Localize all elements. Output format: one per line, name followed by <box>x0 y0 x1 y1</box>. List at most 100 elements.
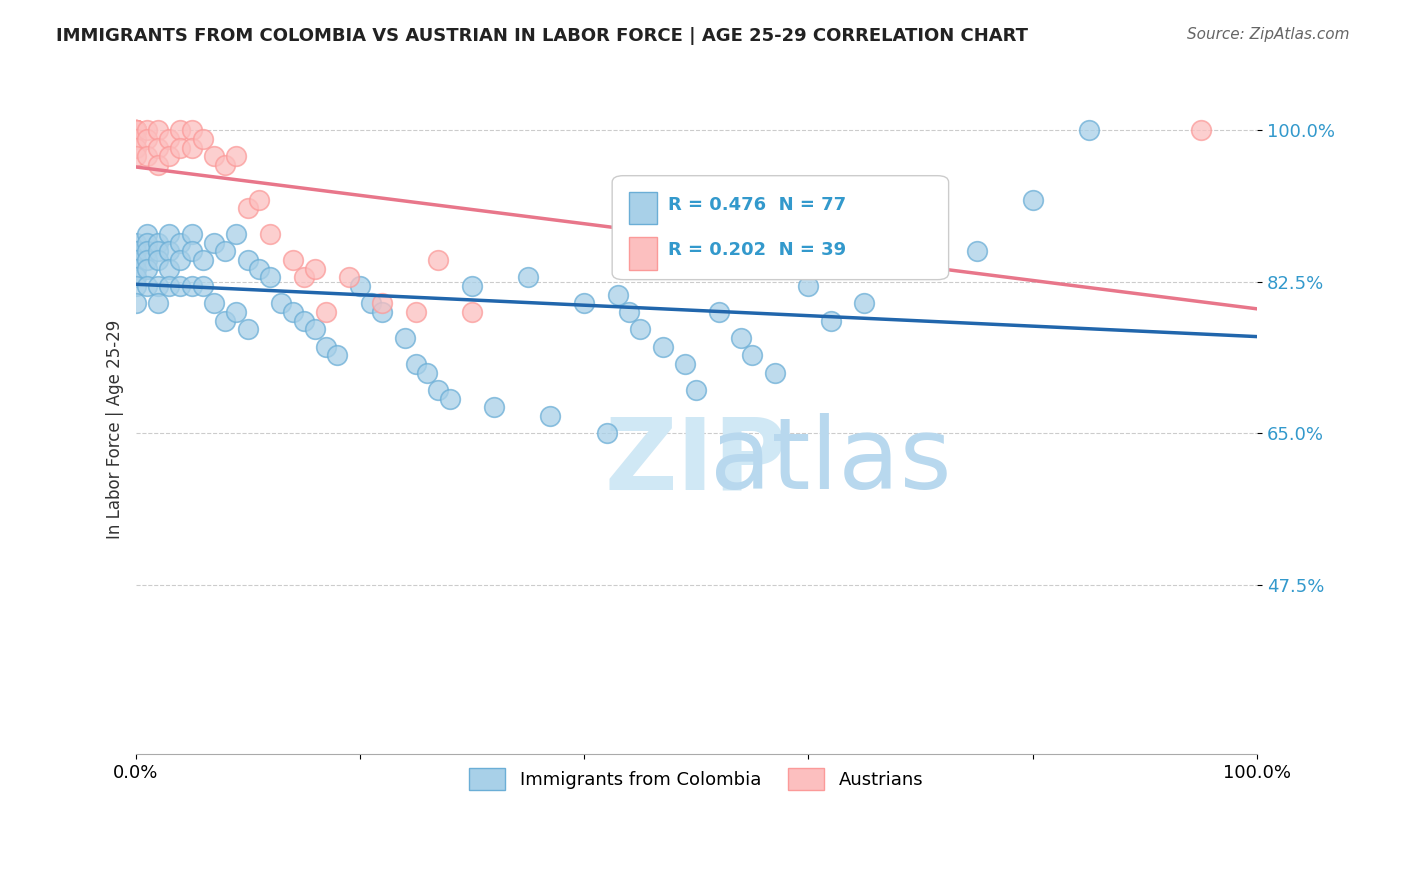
Point <box>180 123 202 137</box>
Point <box>416 366 439 380</box>
FancyBboxPatch shape <box>628 237 657 270</box>
Point <box>180 227 202 242</box>
Point <box>124 140 146 154</box>
Point <box>124 123 146 137</box>
Text: Source: ZipAtlas.com: Source: ZipAtlas.com <box>1187 27 1350 42</box>
Point <box>214 314 236 328</box>
Point <box>225 227 247 242</box>
Point <box>157 149 180 163</box>
Point <box>135 261 157 276</box>
Point <box>214 158 236 172</box>
Point <box>225 305 247 319</box>
Point <box>124 261 146 276</box>
Point <box>124 132 146 146</box>
Point <box>124 123 146 137</box>
Point <box>124 296 146 310</box>
Point <box>124 123 146 137</box>
Point <box>685 383 707 397</box>
Point <box>439 392 461 406</box>
Point <box>169 279 191 293</box>
Point <box>124 123 146 137</box>
Point <box>146 140 169 154</box>
Point <box>124 235 146 250</box>
Point <box>135 279 157 293</box>
Point <box>673 357 696 371</box>
Text: IMMIGRANTS FROM COLOMBIA VS AUSTRIAN IN LABOR FORCE | AGE 25-29 CORRELATION CHAR: IMMIGRANTS FROM COLOMBIA VS AUSTRIAN IN … <box>56 27 1028 45</box>
Point <box>304 322 326 336</box>
Point <box>461 279 484 293</box>
Point <box>281 305 304 319</box>
Point <box>606 288 628 302</box>
Point <box>517 270 540 285</box>
Point <box>820 314 842 328</box>
Point <box>595 426 617 441</box>
Point <box>247 193 270 207</box>
Point <box>394 331 416 345</box>
Point <box>304 261 326 276</box>
Point <box>124 123 146 137</box>
Point <box>427 383 450 397</box>
Text: ZIP: ZIP <box>605 413 787 510</box>
Point <box>157 244 180 259</box>
Y-axis label: In Labor Force | Age 25-29: In Labor Force | Age 25-29 <box>107 319 124 539</box>
Point <box>405 305 427 319</box>
Point <box>146 158 169 172</box>
Point <box>214 244 236 259</box>
Point <box>371 296 394 310</box>
Point <box>730 331 752 345</box>
Point <box>135 253 157 268</box>
Point <box>461 305 484 319</box>
Point <box>315 340 337 354</box>
Point <box>427 253 450 268</box>
Point <box>236 253 259 268</box>
Point <box>135 132 157 146</box>
Point <box>135 149 157 163</box>
Point <box>236 322 259 336</box>
Point <box>135 244 157 259</box>
Point <box>146 253 169 268</box>
Point <box>292 314 315 328</box>
Point <box>191 132 214 146</box>
FancyBboxPatch shape <box>612 176 949 280</box>
Point <box>180 140 202 154</box>
Point <box>191 253 214 268</box>
Point <box>124 123 146 137</box>
Point <box>146 123 169 137</box>
Text: R = 0.202  N = 39: R = 0.202 N = 39 <box>668 242 846 260</box>
Point <box>484 401 506 415</box>
Point <box>202 149 225 163</box>
Legend: Immigrants from Colombia, Austrians: Immigrants from Colombia, Austrians <box>463 761 931 797</box>
Point <box>405 357 427 371</box>
Point <box>124 149 146 163</box>
Point <box>124 279 146 293</box>
Point <box>135 235 157 250</box>
Point <box>797 279 820 293</box>
Point <box>292 270 315 285</box>
Point <box>180 279 202 293</box>
Point <box>651 340 673 354</box>
Point <box>966 244 988 259</box>
Point <box>853 296 876 310</box>
Point <box>617 305 640 319</box>
Point <box>247 261 270 276</box>
Point <box>146 279 169 293</box>
Point <box>169 140 191 154</box>
FancyBboxPatch shape <box>628 192 657 225</box>
Point <box>540 409 562 423</box>
Point <box>191 279 214 293</box>
Point <box>135 123 157 137</box>
Point <box>1022 193 1045 207</box>
Point <box>259 270 281 285</box>
Point <box>146 296 169 310</box>
Point <box>146 235 169 250</box>
Point <box>180 244 202 259</box>
Point <box>124 253 146 268</box>
Point <box>360 296 382 310</box>
Point <box>146 244 169 259</box>
Point <box>349 279 371 293</box>
Point <box>157 261 180 276</box>
Point <box>236 201 259 215</box>
Point <box>315 305 337 319</box>
Point <box>259 227 281 242</box>
Point <box>169 123 191 137</box>
